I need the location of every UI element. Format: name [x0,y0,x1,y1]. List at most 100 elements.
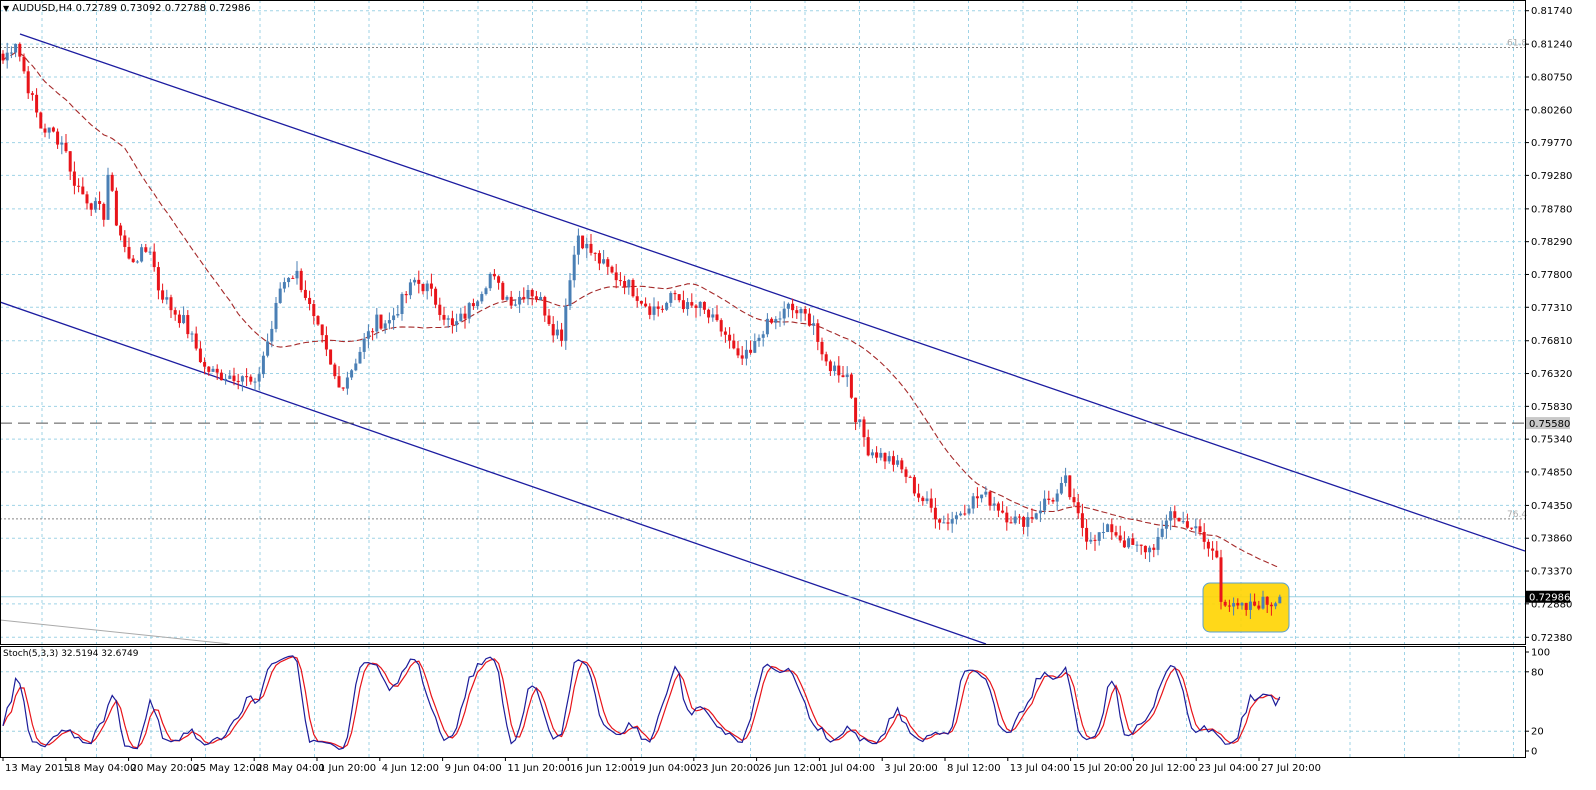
time-tick-label: 3 Jul 20:00 [884,763,938,774]
candle-body [114,190,118,226]
candle-body [308,297,312,305]
candle-body [312,304,316,317]
price-tick-label: 0.80750 [1531,72,1572,83]
candle-body [429,283,433,289]
candle-body [81,186,85,195]
dropdown-triangle-icon[interactable]: ▼ [3,4,10,13]
candle-body [656,306,660,309]
candle-body [707,309,711,318]
candle-body [875,452,879,458]
candle-body [392,315,396,321]
candle-body [870,452,874,456]
time-tick-label: 23 Jul 04:00 [1198,763,1258,774]
chart-grid [0,0,1525,757]
candle-body [455,321,459,326]
candle-body [1059,482,1063,494]
candle-body [1030,517,1034,519]
candle-body [228,375,232,379]
candle-body [190,333,194,335]
stoch-tick-label: 20 [1531,727,1544,738]
main-frame [0,0,1526,645]
candle-body [295,270,299,279]
candle-body [795,310,799,314]
candle-body [1248,601,1252,610]
trend-channel [0,33,1526,645]
candle-body [1244,602,1248,610]
candle-body [9,52,13,54]
candle-body [148,251,152,253]
candle-body [522,296,526,299]
candle-body [1232,602,1236,607]
candle-body [988,491,992,506]
candle-body [971,496,975,509]
candle-body [417,279,421,284]
candle-body [408,282,412,296]
candle-body [518,296,522,305]
candle-body [820,341,824,355]
level-price-box [1526,417,1570,430]
price-levels: 61.8 76.4 [0,39,1527,598]
candle-body [526,289,530,299]
candle-body [908,476,912,478]
stoch-frame [0,646,1526,758]
candle-body [749,349,753,353]
candle-body [123,235,127,247]
candle-body [799,309,803,314]
candle-body [791,303,795,311]
candle-body [333,364,337,377]
time-tick-label: 4 Jun 12:00 [382,763,439,774]
price-tick-label: 0.79280 [1531,171,1572,182]
price-tick-label: 0.76320 [1531,369,1572,380]
candle-body [1265,596,1269,605]
candle-body [173,310,177,315]
candle-body [992,503,996,506]
candle-body [56,131,60,145]
candle-body [959,513,963,516]
price-tick-label: 0.80260 [1531,105,1572,116]
candle-body [1240,602,1244,606]
candles [1,42,1282,620]
candle-body [1101,532,1105,534]
candle-body [459,313,463,322]
candle-body [165,297,169,300]
candle-body [1080,513,1084,528]
candle-body [413,279,417,283]
candle-body [1173,511,1177,518]
candle-body [207,366,211,372]
candle-body [89,203,93,210]
stochastic-panel: 100 80 20 0 [0,648,1550,758]
candle-body [677,294,681,301]
level-price-label: 0.75580 [1529,419,1570,430]
candle-body [627,280,631,288]
candle-body [198,348,202,363]
stoch-name: Stoch(5,3,3) [3,649,59,659]
candle-body [1051,499,1055,502]
candle-body [1131,538,1135,545]
candle-body [480,294,484,302]
candle-body [1013,516,1017,524]
candle-body [505,296,509,300]
candle-body [980,494,984,499]
time-tick-label: 19 Jun 04:00 [633,763,697,774]
candle-body [30,93,34,95]
candle-body [1043,498,1047,511]
candle-body [1047,498,1051,500]
candle-body [891,456,895,465]
time-tick-label: 16 Jun 12:00 [570,763,634,774]
candle-body [1190,527,1194,529]
price-tick-label: 0.73370 [1531,567,1572,578]
candle-body [379,314,383,329]
chart-frame [0,0,1526,758]
candle-body [770,318,774,323]
candle-body [203,362,207,367]
candle-body [266,341,270,356]
candle-body [728,334,732,341]
candle-body [274,302,278,329]
candle-body [866,437,870,456]
candle-body [950,519,954,524]
time-tick-label: 1 Jul 04:00 [821,763,875,774]
time-tick-label: 28 May 04:00 [256,763,325,774]
candle-body [425,283,429,292]
